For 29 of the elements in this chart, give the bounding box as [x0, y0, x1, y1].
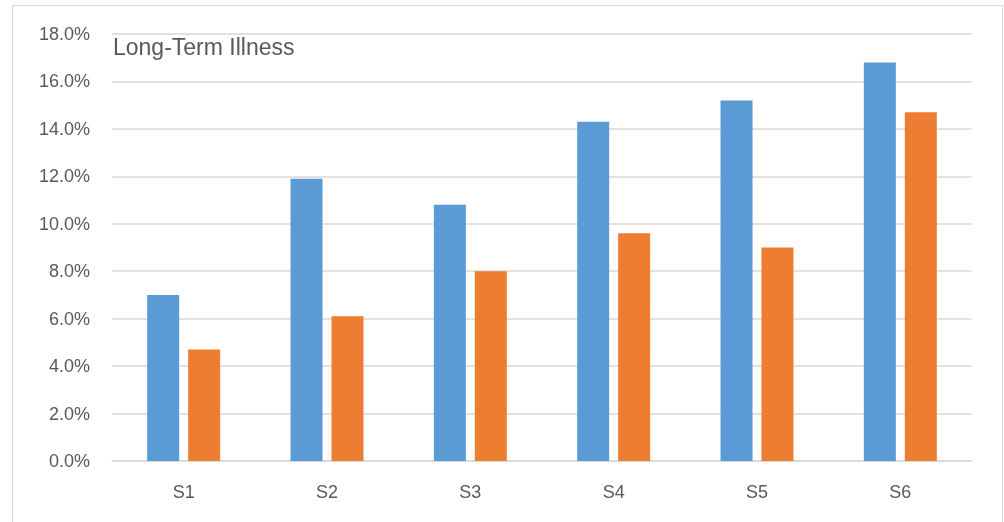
chart-title: Long-Term Illness [113, 33, 295, 60]
x-tick-label: S6 [889, 482, 912, 502]
bar [761, 247, 794, 461]
x-tick-label: S2 [315, 482, 339, 502]
bar [904, 112, 937, 461]
x-tick-label: S4 [602, 482, 625, 502]
x-tick-label: S3 [459, 482, 482, 502]
y-tick-label: 6.0% [48, 308, 90, 329]
y-tick-label: 4.0% [48, 356, 90, 377]
y-tick-label: 12.0% [38, 166, 90, 187]
y-tick-label: 16.0% [38, 71, 90, 92]
y-tick-label: 2.0% [48, 403, 90, 424]
bar [331, 316, 364, 461]
bar [290, 178, 323, 461]
x-tick-label: S5 [745, 482, 769, 502]
bar [433, 204, 466, 461]
bar [147, 294, 180, 461]
y-tick-label: 10.0% [38, 213, 90, 234]
bar [577, 121, 610, 461]
y-tick-label: 0.0% [48, 451, 90, 471]
bar [474, 271, 507, 461]
bar [188, 349, 221, 461]
bar [863, 62, 896, 461]
bar [618, 233, 651, 461]
y-tick-label: 18.0% [38, 24, 90, 44]
y-tick-label: 8.0% [48, 261, 90, 282]
y-tick-label: 14.0% [38, 118, 90, 139]
x-tick-label: S1 [172, 482, 195, 502]
bar [720, 100, 753, 461]
